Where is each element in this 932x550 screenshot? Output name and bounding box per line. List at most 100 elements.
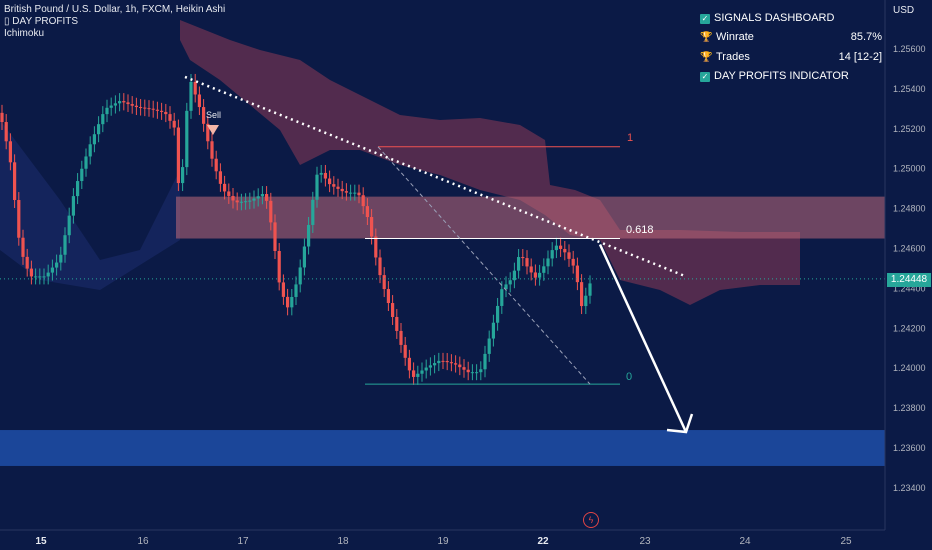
candle-body (542, 266, 546, 273)
candle-body (420, 370, 424, 374)
candle-body (80, 168, 84, 182)
candle-body (294, 284, 298, 297)
candle-body (399, 330, 403, 345)
indicator-day-profits[interactable]: ▯ DAY PROFITS (4, 16, 225, 28)
candle-body (265, 194, 269, 201)
candle-body (441, 360, 445, 362)
candle-body (550, 250, 554, 259)
time-axis[interactable]: 15 16 17 18 19 22 23 24 25 (0, 529, 885, 547)
fib-label-0618: 0.618 (626, 224, 654, 236)
candle-body (445, 361, 449, 363)
candle-body (118, 101, 122, 104)
price-tick-label: 1.24600 (893, 244, 926, 254)
candle-body (521, 257, 525, 259)
candle-body (546, 258, 550, 267)
candle-body (491, 322, 495, 339)
time-tick-label: 16 (137, 536, 149, 547)
candle-body (500, 289, 504, 306)
candle-body (315, 174, 319, 200)
candle-body (71, 196, 75, 216)
time-tick-label: 19 (437, 536, 449, 547)
candle-body (189, 81, 193, 111)
candle-body (231, 195, 235, 201)
dashboard-title-row: ✓ SIGNALS DASHBOARD (700, 8, 882, 28)
candle-body (88, 144, 92, 157)
drawings (0, 75, 885, 434)
candle-body (92, 134, 96, 145)
current-price-tag: 1.24448 (887, 273, 931, 287)
candle-body (181, 167, 185, 184)
price-tick-label: 1.25400 (893, 84, 926, 94)
candle-body (109, 105, 113, 108)
candle-body (126, 102, 130, 105)
candle-body (172, 120, 176, 128)
candle-body (580, 282, 584, 307)
candle-body (260, 194, 264, 197)
candle-body (391, 303, 395, 317)
candle-body (563, 248, 567, 253)
sell-signal-label: Sell (206, 110, 222, 120)
candle-body (529, 266, 533, 273)
candle-body (487, 338, 491, 354)
time-tick-label: 22 (537, 536, 549, 547)
candle-body (298, 267, 302, 285)
candle-body (559, 245, 563, 249)
candle-body (151, 108, 155, 110)
price-tick-label: 1.24000 (893, 363, 926, 373)
currency-label[interactable]: USD (893, 5, 915, 16)
price-tick-label: 1.24400 (893, 283, 926, 293)
candle-body (97, 124, 101, 135)
candle-body (21, 237, 25, 257)
time-tick-label: 24 (739, 536, 751, 547)
candle-body (134, 105, 138, 108)
lightning-icon[interactable]: ϟ (583, 512, 599, 528)
sell-triangle-icon (207, 125, 219, 135)
candle-body (281, 282, 285, 297)
candle-body (458, 364, 462, 368)
candle-body (8, 141, 12, 163)
candle-body (454, 363, 458, 365)
time-tick-label: 18 (337, 536, 349, 547)
candle-body (63, 235, 67, 255)
candle-body (67, 215, 71, 236)
candle-body (202, 107, 206, 124)
candle-body (34, 276, 38, 278)
ichimoku-cloud (0, 20, 800, 305)
trades-value: 14 [12-2] (838, 50, 882, 63)
candle-body (13, 162, 17, 201)
candle-body (395, 316, 399, 331)
symbol-title[interactable]: British Pound / U.S. Dollar, 1h, FXCM, H… (4, 4, 226, 15)
candle-body (139, 107, 143, 109)
check-icon: ✓ (700, 13, 710, 24)
candle-body (571, 258, 575, 266)
candle-body (382, 275, 386, 290)
price-tick-label: 1.25200 (893, 124, 926, 134)
fib-label-0: 0 (626, 371, 632, 383)
candle-body (76, 181, 80, 197)
candle-body (273, 222, 277, 251)
candle-body (239, 201, 243, 203)
price-tick-label: 1.24800 (893, 204, 926, 214)
candle-body (206, 123, 210, 142)
candle-body (84, 156, 88, 169)
candle-body (504, 284, 508, 290)
candle-body (256, 196, 260, 199)
winrate-row: 🏆 Winrate 85.7% (700, 28, 882, 48)
candle-body (0, 112, 4, 123)
checkbox-icon: ▯ (4, 16, 10, 27)
candle-body (328, 178, 332, 185)
projection-arrow-line (598, 243, 688, 433)
candle-body (378, 257, 382, 276)
candle-body (197, 94, 201, 108)
price-axis[interactable]: 1.25600 1.25400 1.25200 1.25000 1.24800 1.246… (884, 0, 926, 530)
candle-body (214, 158, 218, 172)
candles (0, 73, 592, 385)
candle-body (286, 296, 290, 308)
candle-body (466, 369, 470, 373)
candle-body (449, 362, 453, 364)
indicator-ichimoku[interactable]: Ichimoku (4, 28, 45, 39)
candle-body (302, 246, 306, 268)
zones (0, 196, 885, 466)
candle-body (319, 172, 323, 175)
